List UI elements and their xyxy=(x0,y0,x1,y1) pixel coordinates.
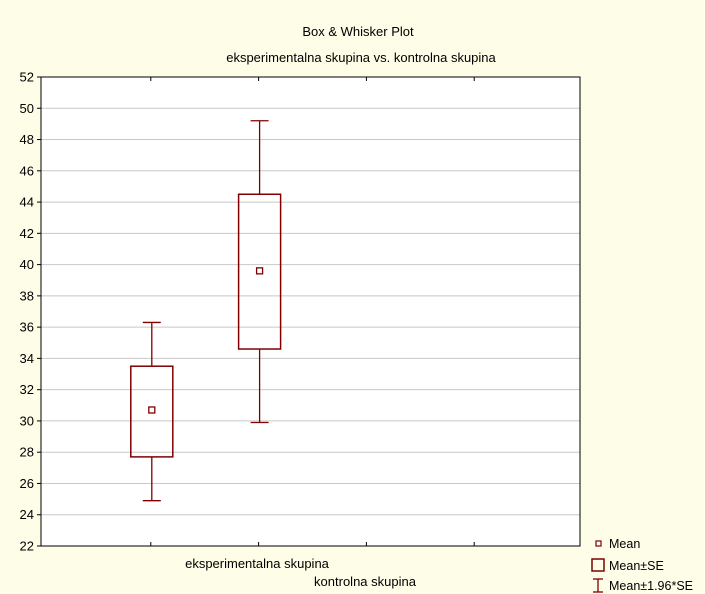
y-tick-label-34: 34 xyxy=(20,351,34,366)
mean-marker xyxy=(148,406,156,414)
y-tick-label-50: 50 xyxy=(20,101,34,116)
y-tick-label-48: 48 xyxy=(20,132,34,147)
grid-lines xyxy=(41,107,580,516)
category-label-1: eksperimentalna skupina xyxy=(185,556,330,571)
y-tick-label-36: 36 xyxy=(20,320,34,335)
plot-area xyxy=(41,77,580,546)
mean-marker xyxy=(255,267,264,275)
y-axis-ticks: 22 24 26 28 30 32 34 36 38 40 42 44 46 48 50 52 xyxy=(20,70,41,554)
chart-title: Box & Whisker Plot xyxy=(302,24,414,39)
y-tick-label-52: 52 xyxy=(20,70,34,85)
y-tick-label-22: 22 xyxy=(20,539,34,554)
y-tick-label-26: 26 xyxy=(20,476,34,491)
y-tick-label-28: 28 xyxy=(20,445,34,460)
y-tick-label-46: 46 xyxy=(20,163,34,178)
chart-subtitle: eksperimentalna skupina vs. kontrolna sk… xyxy=(226,50,496,65)
legend: Mean Mean±SE Mean±1.96*SE xyxy=(591,537,693,593)
category-label-2: kontrolna skupina xyxy=(314,574,417,589)
y-tick-label-32: 32 xyxy=(20,382,34,397)
y-tick-label-38: 38 xyxy=(20,288,34,303)
y-tick-label-24: 24 xyxy=(20,507,34,522)
y-tick-label-30: 30 xyxy=(20,413,34,428)
y-tick-label-40: 40 xyxy=(20,257,34,272)
plot-frame xyxy=(40,76,581,547)
se-box xyxy=(237,193,282,350)
y-tick-label-42: 42 xyxy=(20,226,34,241)
category-labels: eksperimentalna skupina kontrolna skupina xyxy=(185,556,417,589)
legend-se-box xyxy=(591,558,605,572)
box-group-1 xyxy=(130,321,174,502)
x-axis-ticks xyxy=(150,77,475,546)
box-group-2 xyxy=(237,120,282,424)
se-box xyxy=(130,365,174,458)
legend-mean-label: Mean xyxy=(609,537,640,551)
legend-mean-marker xyxy=(595,540,602,547)
legend-se-label: Mean±SE xyxy=(609,559,664,573)
box-series xyxy=(130,120,282,502)
y-tick-label-44: 44 xyxy=(20,195,34,210)
legend-ci-label: Mean±1.96*SE xyxy=(609,579,693,593)
